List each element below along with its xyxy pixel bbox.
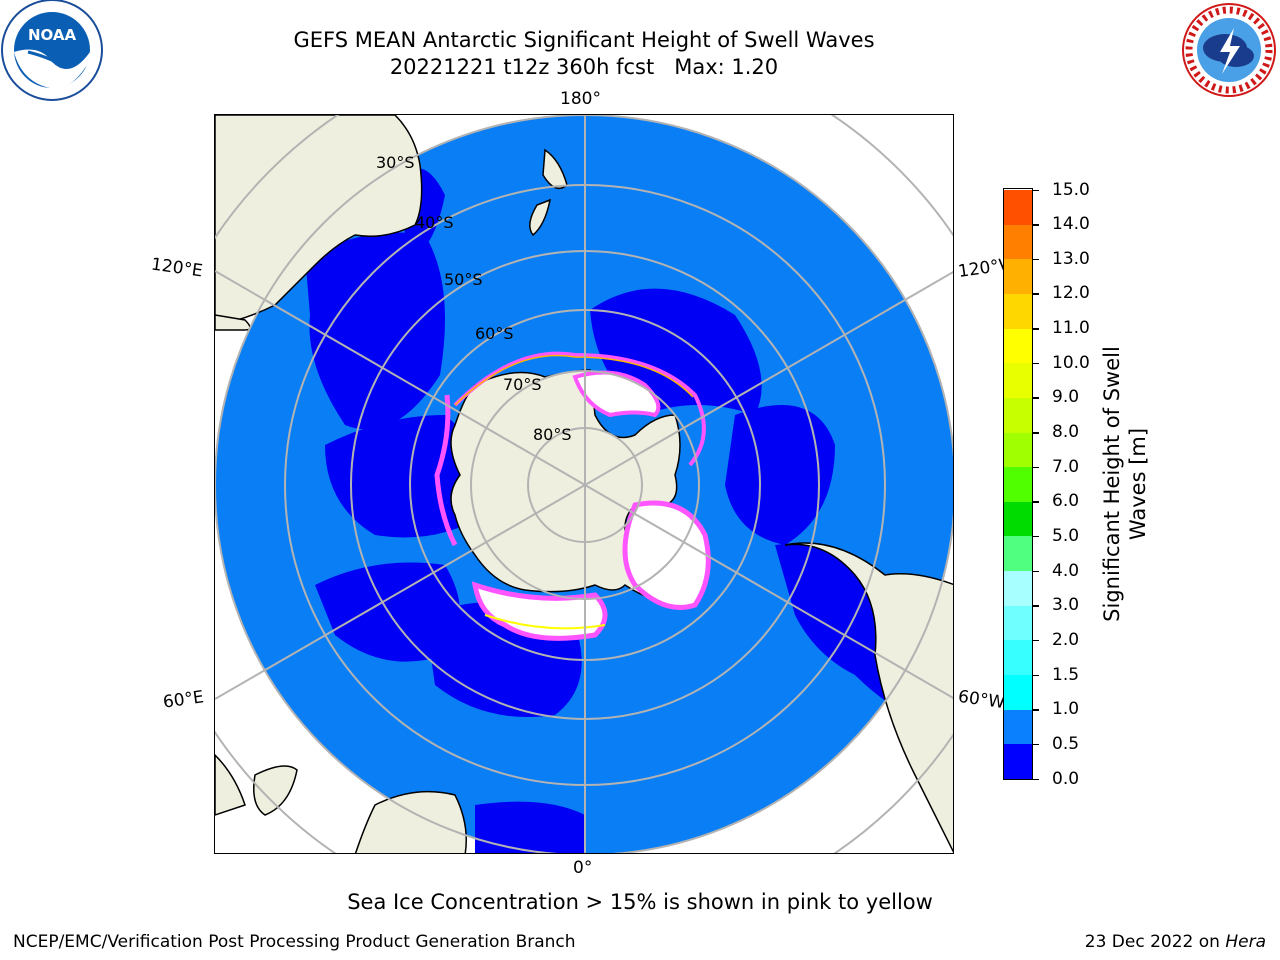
colorbar-tick-label: 11.0 [1052,318,1090,339]
colorbar-tick [1033,743,1039,746]
lon-label-60w: 60°W [956,686,1007,714]
colorbar-tick [1033,328,1039,330]
colorbar-segment [1004,570,1032,606]
colorbar-tick-label: 7.0 [1052,456,1080,477]
new-zealand-south [529,198,552,237]
lon-label-180: 180° [560,89,601,109]
colorbar-tick-label: 2.0 [1052,629,1080,650]
noaa-logo-text: NOAA [28,26,77,44]
colorbar-tick [1033,501,1039,503]
lon-label-60e: 60°E [161,687,206,713]
lat-label-30s: 30°S [376,153,415,172]
colorbar-tick-label: 10.0 [1052,352,1090,373]
colorbar-segment [1004,535,1032,572]
colorbar-segment [1004,293,1032,329]
colorbar-tick-label: 5.0 [1052,525,1080,546]
colorbar-tick [1033,709,1039,711]
colorbar-tick-label: 6.0 [1052,491,1080,512]
colorbar-tick [1033,570,1039,573]
colorbar-tick-label: 1.5 [1052,664,1080,685]
colorbar-segment [1004,743,1032,779]
colorbar-title: Significant Height of Swell Waves [m] [1099,274,1159,694]
colorbar-segment [1004,362,1032,398]
lat-label-50s: 50°S [444,270,483,289]
colorbar-segment [1004,466,1032,502]
colorbar [1003,188,1033,780]
colorbar-tick [1033,466,1039,469]
sea-ice-note: Sea Ice Concentration > 15% is shown in … [347,890,933,914]
lat-label-60s: 60°S [475,324,514,343]
colorbar-segment [1004,605,1032,641]
south-america-land [784,542,953,853]
colorbar-segment [1004,397,1032,433]
colorbar-tick-label: 14.0 [1052,214,1090,235]
colorbar-tick [1033,189,1039,191]
credit-date: 23 Dec 2022 on Hera [1085,932,1266,952]
colorbar-tick-label: 8.0 [1052,422,1080,443]
africa-land [354,790,467,853]
chart-title: GEFS MEAN Antarctic Significant Height o… [293,28,875,52]
colorbar-tick [1033,224,1039,226]
colorbar-segment [1004,639,1032,676]
colorbar-segment [1004,189,1032,225]
credit-date-text: 23 Dec 2022 on [1084,932,1226,952]
colorbar-tick [1033,362,1039,365]
credit-branch: NCEP/EMC/Verification Post Processing Pr… [13,932,576,952]
colorbar-tick-label: 9.0 [1052,387,1080,408]
colorbar-segment [1004,432,1032,468]
lat-label-70s: 70°S [503,375,542,394]
colorbar-tick [1033,432,1039,434]
colorbar-tick-label: 0.0 [1052,768,1080,789]
nws-logo [1182,3,1276,97]
colorbar-tick-label: 1.0 [1052,699,1080,720]
colorbar-tick-label: 4.0 [1052,560,1080,581]
colorbar-tick [1033,778,1039,780]
colorbar-tick [1033,535,1039,538]
colorbar-segment [1004,328,1032,364]
colorbar-tick [1033,397,1039,399]
colorbar-tick-label: 0.5 [1052,733,1080,754]
colorbar-tick [1033,639,1039,642]
colorbar-tick-label: 12.0 [1052,283,1090,304]
map-panel [214,114,954,854]
colorbar-tick [1033,674,1039,677]
noaa-logo: NOAA [1,0,103,101]
polar-map [215,115,953,853]
chart-subtitle: 20221221 t12z 360h fcst Max: 1.20 [389,55,779,79]
colorbar-tick [1033,293,1039,295]
colorbar-segment [1004,258,1032,294]
colorbar-tick-label: 13.0 [1052,248,1090,269]
colorbar-tick-label: 3.0 [1052,595,1080,616]
colorbar-segment [1004,224,1032,260]
lat-label-40s: 40°S [415,213,454,232]
colorbar-title-line2: Waves [m] [1126,427,1150,541]
colorbar-segment [1004,709,1032,745]
lat-label-80s: 80°S [533,425,572,444]
colorbar-segment [1004,501,1032,537]
credit-host: Hera [1225,932,1266,952]
graticule [215,115,953,853]
colorbar-title-line1: Significant Height of Swell [1100,346,1124,622]
continents [215,115,953,853]
colorbar-tick [1033,605,1039,607]
colorbar-segment [1004,674,1032,710]
colorbar-tick-label: 15.0 [1052,179,1090,200]
lon-label-0: 0° [573,858,593,878]
colorbar-tick [1033,258,1039,261]
madagascar-land [253,765,298,816]
lon-label-120e: 120°E [149,254,204,282]
